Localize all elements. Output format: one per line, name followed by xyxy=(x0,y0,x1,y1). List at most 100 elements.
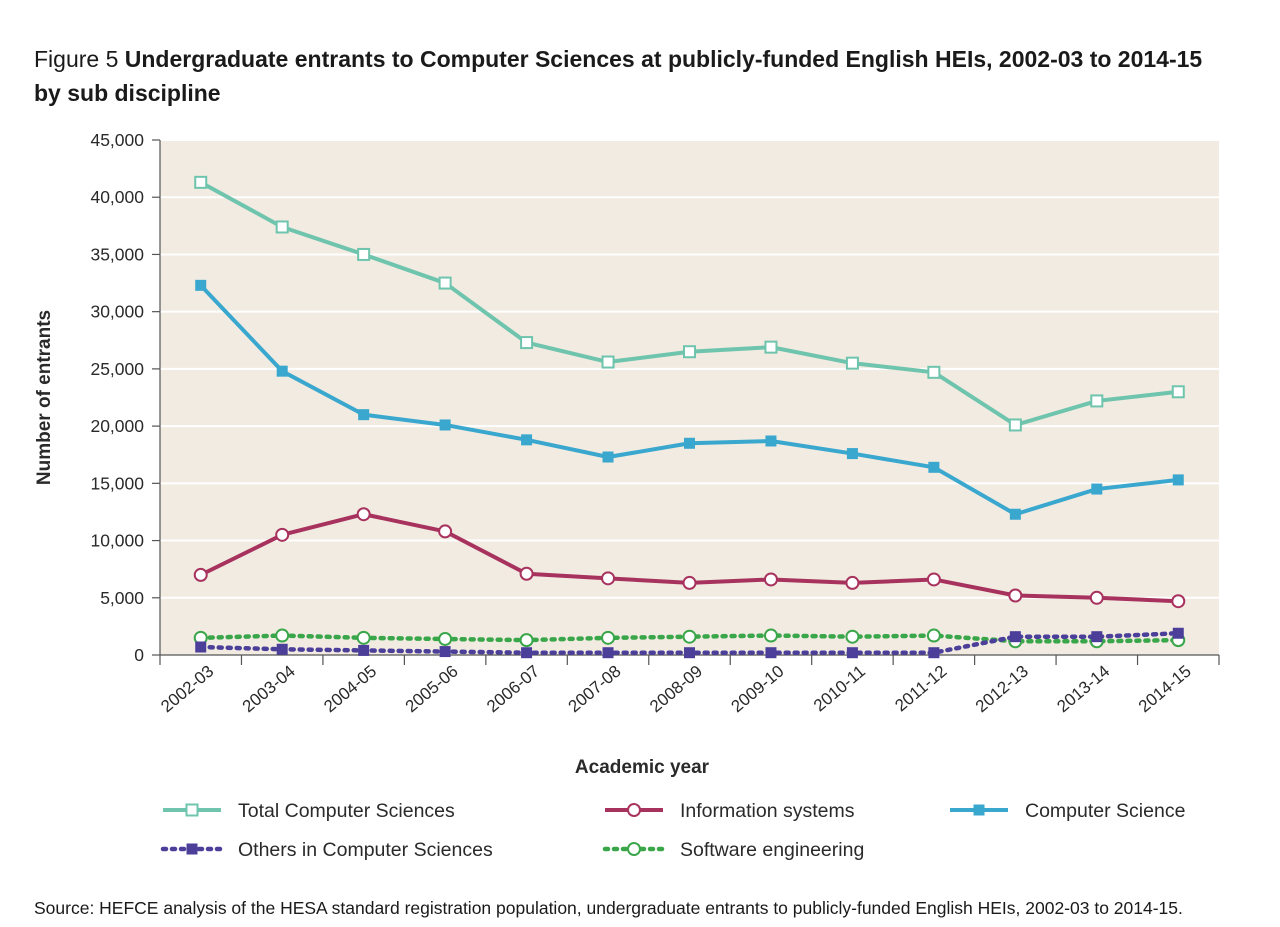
legend-label: Others in Computer Sciences xyxy=(238,839,493,861)
data-point xyxy=(438,276,452,290)
data-point xyxy=(356,507,371,522)
legend-item-others-in-computer-sciences: Others in Computer Sciences xyxy=(160,839,493,861)
data-point xyxy=(521,434,533,446)
legend-swatch-marker xyxy=(973,804,985,816)
chart-title: Figure 5 Undergraduate entrants to Compu… xyxy=(34,42,1234,110)
x-tick-label: 2002-03 xyxy=(157,662,217,717)
data-point xyxy=(927,365,941,379)
data-point xyxy=(1091,631,1103,643)
data-point xyxy=(275,220,289,234)
x-tick-label: 2003-04 xyxy=(239,662,299,717)
data-point xyxy=(684,647,695,659)
data-point xyxy=(926,572,941,587)
data-point xyxy=(438,631,453,646)
data-point xyxy=(763,572,778,587)
data-point xyxy=(519,566,534,581)
legend: Total Computer Sciences Information syste… xyxy=(160,800,1185,861)
source-note: Source: HEFCE analysis of the HESA stand… xyxy=(34,898,1183,918)
data-point xyxy=(193,567,208,582)
data-point xyxy=(1171,594,1186,609)
legend-label: Information systems xyxy=(680,800,855,822)
y-tick-label: 30,000 xyxy=(90,302,144,322)
figure-label: Figure 5 xyxy=(34,46,119,72)
x-tick-label: 2013-14 xyxy=(1053,662,1113,717)
data-point xyxy=(438,524,453,539)
x-tick-label: 2008-09 xyxy=(646,662,706,717)
data-point xyxy=(358,409,370,421)
x-tick-label: 2014-15 xyxy=(1135,662,1195,717)
data-point xyxy=(763,628,778,643)
data-point xyxy=(519,633,534,648)
data-point xyxy=(1089,590,1104,605)
data-point xyxy=(928,647,940,659)
legend-label: Software engineering xyxy=(680,839,864,861)
y-tick-label: 20,000 xyxy=(90,416,144,436)
y-tick-label: 5,000 xyxy=(100,588,144,608)
data-point xyxy=(195,641,207,653)
series-others-in-computer-sciences xyxy=(195,627,1184,659)
x-tick-label: 2012-13 xyxy=(972,662,1032,717)
legend-swatch-marker xyxy=(185,803,199,817)
x-tick-label: 2005-06 xyxy=(402,662,462,717)
data-point xyxy=(275,527,290,542)
y-tick-label: 45,000 xyxy=(90,130,144,150)
x-tick-label: 2011-12 xyxy=(891,662,950,716)
y-tick-label: 10,000 xyxy=(90,531,144,551)
data-point xyxy=(439,419,451,431)
data-series xyxy=(193,175,1186,659)
legend-swatch-marker xyxy=(627,803,641,817)
data-point xyxy=(276,643,288,655)
legend-label: Computer Science xyxy=(1025,800,1185,822)
legend-label: Total Computer Sciences xyxy=(238,800,455,822)
series-information-systems xyxy=(193,507,1186,609)
x-tick-label: 2010-11 xyxy=(810,662,869,716)
x-axis-ticks: 2002-03 2003-04 2004-05 2005-06 2006-07 2007-… xyxy=(157,655,1220,717)
data-point xyxy=(1172,474,1184,486)
data-point xyxy=(276,365,288,377)
data-point xyxy=(926,628,941,643)
data-point xyxy=(601,355,615,369)
line-chart: 0 5,000 10,000 15,000 20,000 25,000 30,000 35,0… xyxy=(34,130,1220,861)
data-point xyxy=(1008,418,1022,432)
data-point xyxy=(439,646,451,658)
x-tick-label: 2009-10 xyxy=(728,662,788,717)
legend-item-computer-science: Computer Science xyxy=(950,800,1185,822)
data-point xyxy=(928,461,940,473)
data-point xyxy=(601,630,616,645)
data-point xyxy=(1009,508,1021,520)
data-point xyxy=(1009,631,1021,643)
figure-title-text: Undergraduate entrants to Computer Scien… xyxy=(34,46,1203,106)
legend-item-software-engineering: Software engineering xyxy=(602,839,864,861)
data-point xyxy=(683,345,696,359)
data-point xyxy=(682,629,697,644)
data-point xyxy=(764,340,778,354)
y-tick-label: 25,000 xyxy=(90,359,144,379)
data-point xyxy=(195,279,207,291)
legend-item-information-systems: Information systems xyxy=(605,800,855,822)
y-tick-label: 40,000 xyxy=(90,187,144,207)
data-point xyxy=(845,356,859,370)
legend-swatch-marker xyxy=(186,843,198,855)
data-point xyxy=(1090,394,1104,408)
series-computer-science xyxy=(195,279,1184,520)
data-point xyxy=(845,629,860,644)
y-tick-label: 0 xyxy=(134,645,144,665)
legend-item-total-computer-sciences: Total Computer Sciences xyxy=(163,800,455,822)
data-point xyxy=(602,647,614,659)
data-point xyxy=(520,336,534,350)
x-tick-label: 2007-08 xyxy=(565,662,625,717)
y-axis-ticks: 0 5,000 10,000 15,000 20,000 25,000 30,000 35,0… xyxy=(90,130,160,665)
plot-background xyxy=(160,140,1219,655)
data-point xyxy=(357,247,371,261)
data-point xyxy=(601,571,616,586)
data-point xyxy=(358,644,370,656)
x-axis-label: Academic year xyxy=(575,757,710,778)
data-point xyxy=(194,175,208,189)
data-point xyxy=(846,647,858,659)
y-axis-label: Number of entrants xyxy=(34,310,55,485)
data-point xyxy=(356,630,371,645)
x-tick-label: 2004-05 xyxy=(320,662,380,717)
data-point xyxy=(1091,483,1103,495)
data-point xyxy=(682,575,697,590)
data-point xyxy=(765,435,777,447)
